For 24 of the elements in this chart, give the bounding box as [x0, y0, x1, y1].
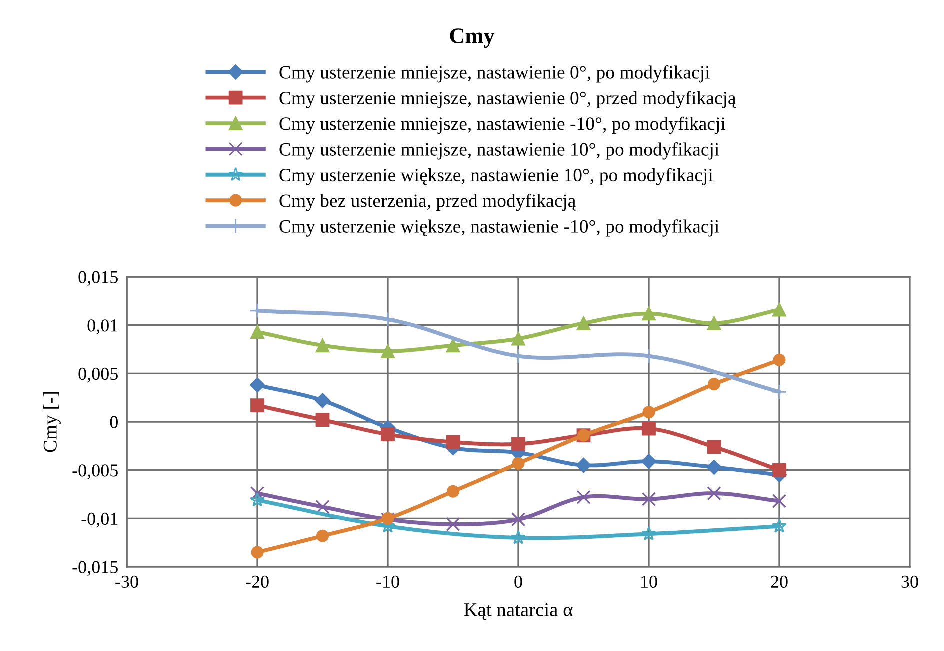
x-tick-label: -10 [376, 576, 400, 588]
chart-title: Cmy [450, 28, 495, 48]
x-tick-label: 20 [771, 576, 788, 588]
y-tick-label: 0,01 [88, 320, 118, 334]
y-tick-label: 0,015 [78, 271, 118, 286]
legend-label: Cmy usterzenie mniejsze, nastawienie 0°, po modyfikacji [280, 66, 710, 83]
y-axis-title: Cmy [-] [43, 392, 61, 452]
legend-label: Cmy usterzenie większe, nastawienie 10°, po modyfikacji [280, 168, 714, 186]
y-tick-label: -0,005 [72, 464, 118, 480]
y-tick-label: 0,005 [78, 368, 118, 383]
y-tick-label: -0,01 [82, 512, 118, 528]
x-tick-label: 0 [514, 576, 522, 588]
x-tick-label: 10 [642, 576, 658, 588]
legend-label: Cmy usterzenie mniejsze, nastawienie 10°, po modyfikacji [280, 142, 720, 160]
legend-label: Cmy usterzenie większe, nastawienie -10°, po modyfikacji [280, 220, 720, 237]
y-tick-label: -0,015 [72, 561, 118, 576]
y-tick-label: 0 [110, 416, 118, 428]
x-tick-label: 30 [902, 576, 918, 588]
x-tick-label: -20 [246, 576, 269, 588]
x-tick-label: -30 [116, 576, 138, 588]
legend-label: Cmy usterzenie mniejsze, nastawienie -10°, po modyfikacji [280, 116, 726, 134]
legend-label: Cmy bez usterzenia, przed modyfikacją [280, 194, 576, 212]
x-axis-title: Kąt natarcia α [464, 603, 573, 620]
legend-label: Cmy usterzenie mniejsze, nastawienie 0°, przed modyfikacją [280, 91, 736, 108]
